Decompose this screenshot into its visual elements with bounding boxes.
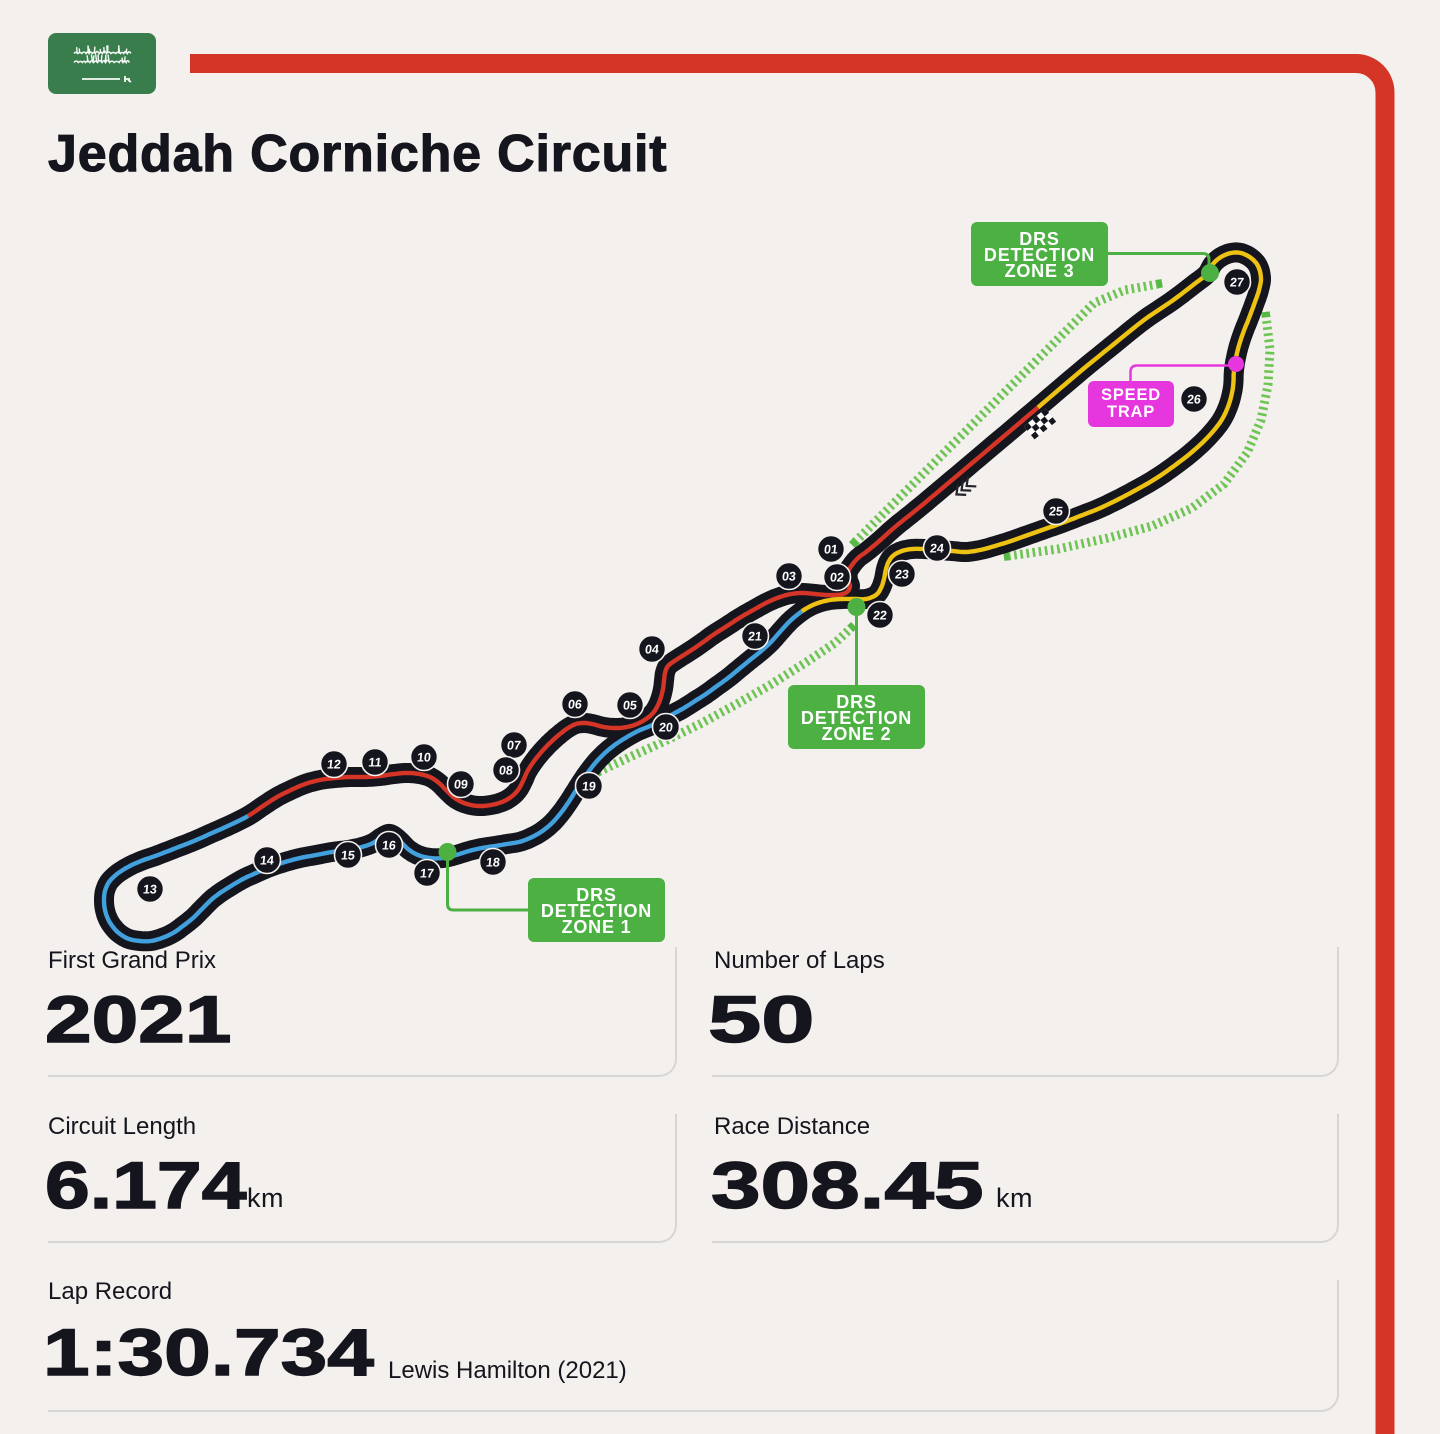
svg-text:12: 12 [326, 757, 341, 771]
svg-text:26: 26 [1186, 392, 1201, 406]
svg-text:ZONE 3: ZONE 3 [1005, 261, 1075, 281]
svg-text:02: 02 [829, 570, 844, 584]
svg-text:DETECTION: DETECTION [541, 901, 652, 921]
svg-text:19: 19 [581, 779, 596, 793]
svg-text:27: 27 [1229, 275, 1244, 289]
svg-text:SPEED: SPEED [1101, 386, 1161, 404]
svg-text:ZONE 1: ZONE 1 [562, 917, 632, 937]
svg-text:DRS: DRS [1019, 229, 1059, 249]
svg-text:16: 16 [381, 838, 396, 852]
svg-text:15: 15 [340, 848, 355, 862]
svg-text:DRS: DRS [836, 692, 876, 712]
svg-text:DETECTION: DETECTION [801, 708, 912, 728]
svg-text:08: 08 [498, 763, 513, 777]
svg-text:24: 24 [929, 541, 944, 555]
svg-text:05: 05 [622, 698, 637, 712]
svg-text:07: 07 [506, 738, 521, 752]
svg-text:03: 03 [781, 569, 796, 583]
svg-text:DETECTION: DETECTION [984, 245, 1095, 265]
svg-text:21: 21 [747, 629, 762, 643]
svg-text:18: 18 [485, 855, 500, 869]
svg-text:11: 11 [368, 755, 383, 769]
svg-text:09: 09 [453, 777, 468, 791]
svg-text:20: 20 [658, 720, 673, 734]
svg-text:01: 01 [823, 542, 838, 556]
svg-text:25: 25 [1048, 504, 1063, 518]
svg-text:13: 13 [142, 882, 157, 896]
svg-text:TRAP: TRAP [1107, 403, 1155, 421]
svg-text:23: 23 [894, 567, 909, 581]
svg-text:DRS: DRS [576, 885, 616, 905]
svg-text:17: 17 [419, 866, 434, 880]
svg-text:06: 06 [567, 697, 582, 711]
svg-text:22: 22 [872, 608, 887, 622]
svg-text:04: 04 [644, 642, 659, 656]
svg-text:ZONE 2: ZONE 2 [822, 724, 892, 744]
svg-text:14: 14 [259, 853, 274, 867]
svg-text:10: 10 [416, 750, 431, 764]
